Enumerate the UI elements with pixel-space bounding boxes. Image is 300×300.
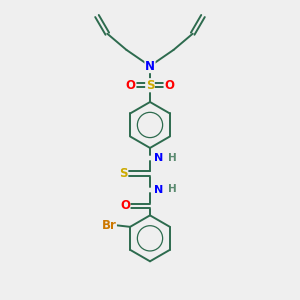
Text: N: N — [154, 185, 163, 195]
Text: S: S — [119, 167, 128, 180]
Text: O: O — [126, 79, 136, 92]
Text: H: H — [168, 184, 177, 194]
Text: S: S — [146, 79, 154, 92]
Text: O: O — [120, 200, 130, 212]
Text: O: O — [164, 79, 174, 92]
Text: Br: Br — [101, 219, 116, 232]
Text: N: N — [145, 60, 155, 73]
Text: N: N — [154, 153, 163, 163]
Text: H: H — [168, 153, 177, 163]
